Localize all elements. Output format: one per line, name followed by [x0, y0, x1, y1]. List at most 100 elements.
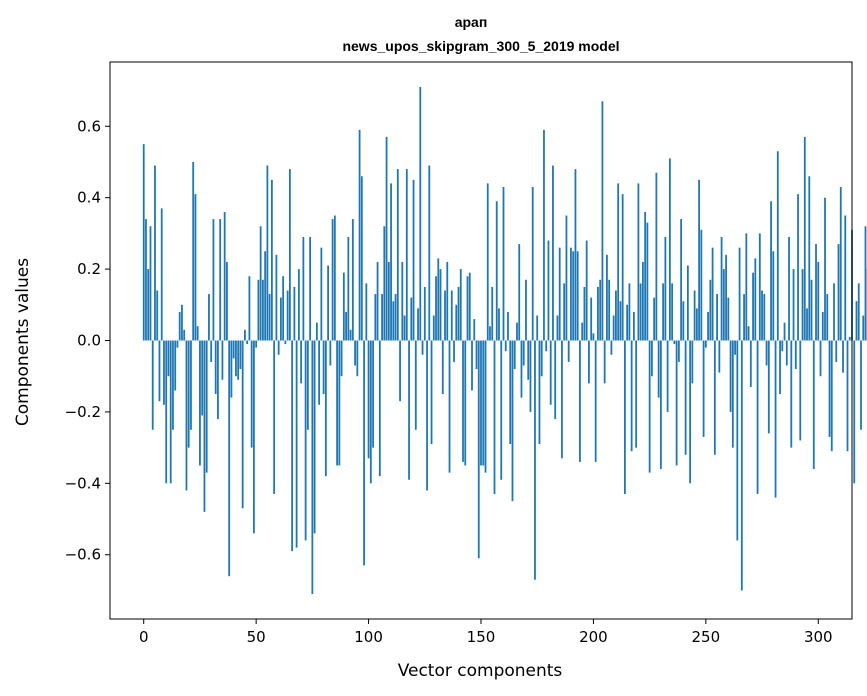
bar-190 [570, 247, 572, 341]
bar-185 [558, 247, 561, 341]
bar-213 [621, 194, 624, 341]
bar-278 [767, 340, 770, 434]
x-tick-label: 250 [692, 628, 721, 646]
bar-31 [212, 219, 215, 341]
bar-169 [522, 340, 525, 366]
bar-78 [318, 340, 321, 405]
bar-151 [482, 340, 485, 466]
bar-225 [648, 340, 651, 473]
bar-181 [549, 340, 552, 405]
y-tick-label: −0.2 [65, 403, 101, 421]
bar-166 [516, 322, 518, 341]
y-tick-label: 0.2 [77, 260, 101, 278]
bar-183 [554, 340, 557, 420]
bar-5 [154, 165, 156, 341]
bar-309 [837, 244, 840, 341]
bar-129 [432, 315, 435, 341]
bar-286 [785, 340, 788, 366]
chart-title-line2: news_upos_skipgram_300_5_2019 model [342, 38, 619, 54]
bar-193 [576, 251, 579, 341]
bar-273 [756, 340, 759, 495]
bar-259 [725, 254, 727, 341]
bar-61 [279, 297, 282, 341]
bar-14 [174, 340, 177, 391]
bar-112 [394, 294, 397, 341]
bar-163 [509, 340, 512, 445]
bar-268 [745, 233, 748, 341]
bar-48 [250, 340, 253, 448]
bar-96 [358, 129, 361, 341]
y-tick-label: 0.6 [77, 117, 101, 135]
bar-218 [633, 311, 635, 341]
bar-210 [615, 290, 617, 341]
bar-274 [758, 233, 761, 341]
bar-30 [210, 340, 213, 362]
bar-114 [399, 340, 401, 402]
bar-71 [302, 236, 305, 341]
bar-86 [336, 340, 338, 466]
bar-317 [855, 301, 858, 341]
bar-252 [709, 279, 712, 341]
bar-261 [729, 340, 732, 412]
bar-284 [781, 340, 784, 352]
bar-58 [273, 340, 276, 495]
bar-115 [401, 261, 404, 341]
bar-238 [677, 340, 680, 362]
bar-95 [356, 340, 359, 377]
bar-1 [145, 219, 147, 341]
bar-60 [277, 340, 280, 355]
y-tick-label: −0.6 [65, 546, 101, 564]
bar-49 [253, 340, 255, 534]
bar-110 [390, 183, 392, 341]
bar-51 [257, 279, 260, 341]
bar-301 [819, 340, 822, 377]
bar-25 [199, 340, 201, 466]
bar-19 [185, 340, 188, 491]
bar-179 [545, 340, 548, 352]
bar-146 [471, 340, 473, 391]
bar-228 [655, 172, 658, 341]
bar-285 [783, 322, 786, 341]
bar-174 [534, 340, 536, 580]
bar-272 [754, 258, 757, 341]
bar-108 [385, 136, 388, 341]
bar-229 [657, 340, 660, 398]
y-axis-label: Components values [13, 258, 33, 426]
bar-38 [228, 340, 231, 577]
bar-140 [457, 286, 460, 341]
bar-321 [864, 226, 867, 341]
bar-66 [291, 340, 294, 552]
bar-178 [543, 129, 545, 341]
bar-204 [601, 101, 604, 341]
bar-67 [293, 286, 296, 341]
bar-307 [833, 283, 835, 341]
bar-87 [338, 340, 341, 466]
bar-77 [315, 322, 318, 341]
bar-168 [520, 340, 523, 398]
bar-106 [381, 294, 383, 341]
bar-2 [147, 269, 150, 341]
bar-270 [749, 340, 752, 387]
bar-211 [617, 183, 620, 341]
bar-127 [428, 165, 431, 341]
bar-305 [828, 340, 831, 437]
bar-209 [612, 315, 615, 341]
bar-15 [176, 340, 179, 348]
bar-162 [507, 311, 509, 341]
bar-8 [160, 208, 163, 341]
bar-205 [603, 340, 606, 384]
bar-207 [608, 279, 611, 341]
bar-9 [163, 340, 165, 405]
bar-91 [347, 236, 350, 341]
bar-52 [259, 226, 262, 341]
bar-132 [439, 269, 442, 341]
bar-17 [181, 304, 183, 341]
bar-308 [835, 340, 838, 362]
bar-246 [695, 308, 698, 341]
bar-219 [635, 340, 638, 448]
bar-35 [221, 340, 224, 380]
bar-126 [426, 340, 428, 491]
bar-119 [410, 297, 413, 341]
bar-156 [493, 340, 496, 495]
bar-75 [311, 340, 314, 595]
